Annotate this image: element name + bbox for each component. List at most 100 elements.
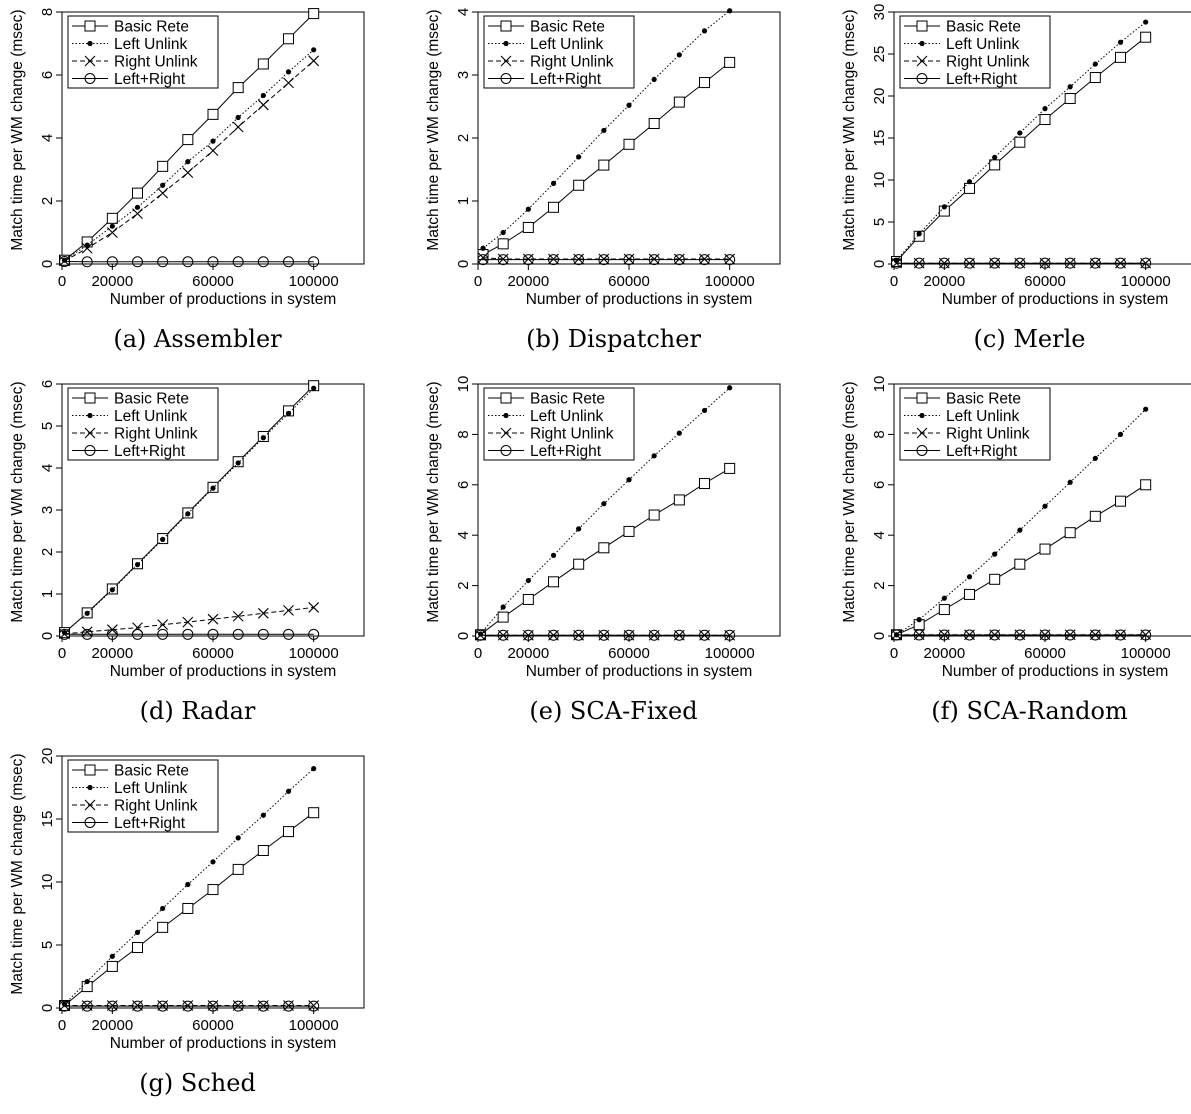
data-point [309, 808, 319, 818]
legend-swatch-marker [503, 41, 508, 46]
data-point [233, 864, 243, 874]
legend-entry: Left+Right [114, 71, 186, 88]
x-axis-label: Number of productions in system [526, 663, 753, 680]
data-point [990, 574, 1000, 584]
data-point [233, 83, 243, 93]
data-point [1093, 456, 1098, 461]
data-point [1141, 32, 1151, 42]
x-tick-label: 0 [474, 273, 482, 290]
data-point [1143, 19, 1148, 24]
data-point [1093, 61, 1098, 66]
data-point [965, 589, 975, 599]
legend-entry: Left Unlink [114, 36, 187, 53]
x-tick-label: 100000 [289, 1017, 339, 1034]
y-tick-label: 2 [871, 581, 888, 589]
legend-entry: Basic Rete [946, 391, 1021, 408]
x-axis-label: Number of productions in system [110, 291, 337, 308]
y-axis-label: Match time per WM change (msec) [9, 381, 26, 622]
y-axis-label: Match time per WM change (msec) [425, 9, 442, 250]
legend-swatch-marker [87, 413, 92, 418]
data-point [601, 501, 606, 506]
data-point [1090, 511, 1100, 521]
data-point [85, 979, 90, 984]
data-point [652, 77, 657, 82]
legend-entry: Left+Right [530, 443, 602, 460]
data-point [551, 553, 556, 558]
x-tick-label: 0 [890, 273, 898, 290]
y-tick-label: 5 [39, 941, 56, 949]
data-point [727, 8, 732, 13]
y-tick-label: 1 [455, 197, 472, 205]
series-left-right [892, 630, 1151, 640]
legend-entry: Right Unlink [530, 54, 614, 71]
x-tick-label: 100000 [289, 645, 339, 662]
legend-entry: Right Unlink [114, 798, 198, 815]
legend-entry: Basic Rete [114, 763, 189, 780]
data-point [183, 903, 193, 913]
y-tick-label: 8 [455, 430, 472, 438]
chart-caption: (f) SCA-Random [832, 697, 1191, 725]
data-point [624, 526, 634, 536]
data-point [158, 620, 168, 630]
x-tick-label: 0 [58, 273, 66, 290]
data-point [624, 139, 634, 149]
legend-entry: Right Unlink [114, 426, 198, 443]
data-point [107, 213, 117, 223]
x-tick-label: 60000 [192, 1017, 234, 1034]
y-tick-label: 20 [871, 88, 888, 105]
x-tick-label: 100000 [1121, 273, 1171, 290]
series-line [483, 62, 730, 254]
data-point [576, 154, 581, 159]
chart-caption: (c) Merle [832, 325, 1191, 353]
series-basic-rete [476, 463, 735, 639]
y-tick-label: 0 [39, 1004, 56, 1012]
y-tick-label: 4 [455, 8, 472, 16]
data-point [967, 179, 972, 184]
legend-entry: Right Unlink [946, 426, 1030, 443]
legend-swatch-marker [501, 21, 511, 31]
y-tick-label: 6 [39, 71, 56, 79]
x-tick-label: 100000 [1121, 645, 1171, 662]
x-axis-label: Number of productions in system [526, 291, 753, 308]
legend-entry: Left Unlink [946, 36, 1019, 53]
x-tick-label: 60000 [608, 273, 650, 290]
data-point [1116, 496, 1126, 506]
data-point [236, 835, 241, 840]
data-point [549, 577, 559, 587]
x-tick-label: 60000 [1024, 273, 1066, 290]
legend-entry: Left Unlink [114, 408, 187, 425]
legend-entry: Right Unlink [530, 426, 614, 443]
chart-caption: (g) Sched [0, 1069, 395, 1097]
series-right-unlink [478, 253, 735, 264]
data-point [1017, 528, 1022, 533]
data-point [967, 574, 972, 579]
data-point [309, 9, 319, 19]
y-tick-label: 0 [871, 260, 888, 268]
x-tick-label: 20000 [923, 273, 965, 290]
x-tick-label: 100000 [705, 645, 755, 662]
data-point [107, 961, 117, 971]
legend-swatch-marker [917, 393, 927, 403]
data-point [286, 69, 291, 74]
data-point [574, 559, 584, 569]
data-point [1068, 480, 1073, 485]
data-point [677, 431, 682, 436]
y-tick-label: 0 [871, 632, 888, 640]
y-tick-label: 5 [871, 218, 888, 226]
data-point [549, 202, 559, 212]
y-tick-label: 10 [871, 376, 888, 393]
y-tick-label: 0 [455, 632, 472, 640]
data-point [1143, 407, 1148, 412]
y-tick-label: 1 [39, 590, 56, 598]
data-point [523, 594, 533, 604]
y-tick-label: 6 [455, 481, 472, 489]
data-point [135, 930, 140, 935]
